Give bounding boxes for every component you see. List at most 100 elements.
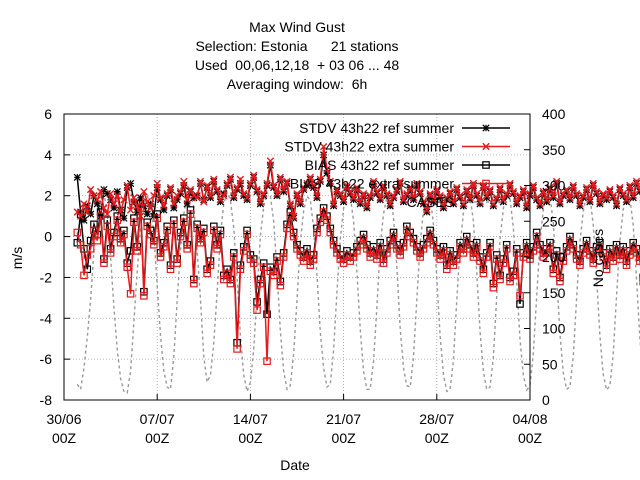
chart-title: Max Wind Gust Selection: Estonia 21 stati…	[195, 19, 400, 92]
data-point	[569, 245, 578, 253]
data-point	[113, 212, 122, 220]
data-point	[622, 261, 631, 269]
data-point	[516, 292, 524, 300]
data-point	[589, 259, 598, 267]
data-point	[379, 259, 388, 267]
data-point	[502, 240, 511, 249]
data-point	[153, 214, 162, 222]
data-point	[160, 206, 168, 214]
y-axis-ticks: 6 4 2 0 -2 -4 -6 -8	[40, 106, 70, 408]
data-point	[426, 189, 434, 198]
data-point	[459, 249, 468, 257]
title-line: Max Wind Gust	[249, 19, 345, 35]
x-tick-label: 07/07	[140, 411, 175, 427]
data-point	[423, 208, 431, 216]
data-point	[303, 249, 311, 257]
data-point	[243, 194, 251, 202]
data-point	[329, 240, 338, 249]
data-point	[309, 255, 318, 263]
data-point	[493, 196, 501, 204]
data-point	[256, 198, 265, 206]
data-point	[376, 238, 385, 247]
data-point	[516, 300, 524, 308]
x-tick-sublabel: 00Z	[332, 430, 357, 446]
data-point	[236, 265, 245, 274]
y2-axis-ticks: 400 350 300 250 200 150 100 50 0	[524, 106, 566, 408]
data-point	[582, 183, 591, 192]
data-point	[339, 196, 348, 204]
data-point	[270, 183, 278, 192]
data-point	[143, 218, 152, 227]
data-point	[166, 183, 175, 192]
data-point	[186, 185, 195, 194]
data-point	[393, 185, 401, 194]
y2-tick-label: 0	[542, 392, 550, 408]
data-point	[96, 212, 105, 220]
data-point	[216, 198, 225, 206]
data-point	[80, 271, 88, 280]
data-point	[436, 255, 444, 263]
data-point	[433, 185, 441, 194]
data-point	[389, 194, 398, 202]
data-point	[110, 232, 118, 241]
data-point	[73, 228, 82, 237]
data-point	[376, 196, 384, 204]
data-point	[403, 192, 411, 200]
data-point	[409, 238, 418, 247]
y2-tick-label: 250	[542, 213, 566, 229]
data-point	[532, 194, 541, 202]
data-point	[256, 279, 265, 288]
data-point	[496, 275, 504, 284]
data-point	[249, 259, 258, 267]
data-point	[363, 202, 371, 210]
data-point	[616, 255, 624, 263]
data-point	[489, 200, 498, 208]
data-point	[186, 206, 195, 214]
data-point	[536, 202, 544, 210]
data-point	[466, 194, 474, 202]
y2-tick-label: 100	[542, 321, 566, 337]
data-point	[582, 240, 591, 249]
data-point	[236, 175, 245, 184]
data-point	[379, 181, 388, 190]
data-point	[566, 194, 574, 202]
data-point	[409, 194, 418, 202]
y2-tick-label: 150	[542, 285, 566, 301]
legend-marker	[482, 179, 490, 188]
data-point	[436, 192, 444, 200]
legend-label: STDV 43h22 extra summer	[284, 139, 454, 155]
data-point	[100, 259, 108, 267]
data-point	[123, 263, 132, 272]
data-point	[489, 283, 498, 292]
data-point	[120, 226, 128, 235]
data-point	[622, 196, 631, 204]
data-point	[572, 189, 581, 198]
data-point	[419, 200, 428, 208]
legend: STDV 43h22 ref summer STDV 43h22 extra su…	[284, 120, 510, 210]
x-tick-sublabel: 00Z	[518, 430, 543, 446]
data-point	[323, 216, 331, 225]
data-point	[619, 247, 628, 255]
data-point	[552, 247, 561, 255]
data-point	[200, 228, 208, 237]
data-point	[73, 173, 81, 181]
data-point	[279, 185, 288, 194]
title-line: Selection: Estonia 21 stations	[195, 38, 398, 54]
data-point	[596, 198, 604, 206]
data-point	[359, 189, 368, 198]
data-point	[143, 210, 151, 218]
data-point	[462, 236, 471, 245]
data-point	[406, 183, 414, 192]
data-point	[173, 196, 181, 204]
data-point	[499, 198, 507, 206]
data-point	[203, 269, 211, 278]
data-point	[87, 210, 95, 218]
data-point	[77, 208, 85, 216]
data-point	[512, 198, 521, 206]
data-point	[479, 269, 488, 278]
data-point	[86, 185, 95, 194]
data-point	[376, 194, 384, 202]
data-point	[336, 192, 344, 200]
data-point	[133, 247, 142, 255]
data-point	[516, 192, 524, 200]
